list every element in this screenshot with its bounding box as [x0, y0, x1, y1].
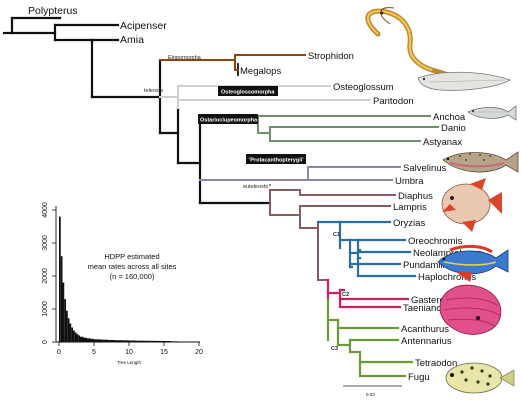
taxon-gasterosteus: Gasterosteus: [411, 295, 468, 306]
histogram-bar: [164, 341, 171, 342]
clade-label-osteoglossomorpha: Osteoglossomorpha: [221, 90, 275, 96]
eel-illustration: [365, 7, 453, 79]
x-tick-label-15: 15: [160, 349, 168, 356]
y-tick-label-0: 0: [42, 340, 49, 344]
taxon-danio: Danio: [441, 123, 466, 134]
histogram-bar: [59, 216, 61, 342]
x-tick-label-5: 5: [92, 349, 96, 356]
histogram-bar: [74, 332, 77, 342]
taxon-oryzias: Oryzias: [393, 218, 425, 229]
taxon-megalops: Megalops: [240, 66, 281, 77]
y-tick-label-3000: 3000: [42, 235, 49, 251]
clade-label-ostarioclupeomorpha: Ostarioclupeomorpha: [200, 118, 258, 124]
clade-labels: teleosts Elopomorpha Osteoglossomorpha O…: [144, 55, 349, 352]
y-tick-label-4000: 4000: [42, 202, 49, 218]
clade-label-euteleosts: euteleosts: [243, 184, 268, 190]
taxon-salvelinus: Salvelinus: [403, 163, 447, 174]
tree-branches: [2, 16, 439, 378]
taxon-labels: Polypterus Acipenser Amia Strophidon Meg…: [28, 5, 482, 383]
inset-histogram: 0 1000 2000 3000 4000 0 5 10 15 20 Tree …: [42, 202, 203, 365]
histogram-bar: [157, 340, 164, 342]
taxon-polypterus: Polypterus: [28, 5, 78, 17]
histogram-bar: [73, 330, 75, 342]
y-tick-label-2000: 2000: [42, 268, 49, 284]
scale-bar-label: 0.03: [366, 392, 375, 397]
histogram-bar: [94, 339, 101, 342]
taxon-astyanax: Astyanax: [423, 137, 462, 148]
protacanthopterygii-box: [246, 154, 306, 164]
histogram-bar: [129, 340, 136, 342]
histogram-bar: [64, 299, 66, 342]
x-ticks: [58, 342, 200, 346]
clade-label-c3: C3: [331, 346, 338, 352]
taxon-taenianotus: Taenianotus: [403, 303, 454, 314]
annotation-line-1: HDPP estimated: [104, 252, 159, 261]
annotation-line-3: (n = 160,000): [110, 272, 155, 281]
taxon-strophidon: Strophidon: [308, 51, 354, 62]
clade-label-elopomorpha: Elopomorpha: [168, 55, 202, 61]
histogram-bar: [76, 334, 79, 342]
taxon-diaphus: Diaphus: [398, 191, 433, 202]
knifefish-illustration: [417, 71, 511, 91]
pufferfish-illustration: [445, 362, 515, 394]
histogram-bar: [108, 340, 115, 342]
ostarioclupeomorpha-box: [198, 114, 258, 124]
y-tick-label-1000: 1000: [42, 301, 49, 317]
annotation-line-2: mean rates across all sites: [88, 262, 177, 271]
clade-label-protacanthopterygii: 'Protacanthopterygii': [249, 158, 304, 164]
x-tick-label-0: 0: [57, 349, 61, 356]
taxon-fugu: Fugu: [408, 372, 430, 383]
taxon-umbra: Umbra: [395, 176, 424, 187]
clade-label-c2: C2: [342, 292, 349, 298]
taxon-lampris: Lampris: [393, 202, 427, 213]
taxon-osteoglossum: Osteoglossum: [333, 82, 394, 93]
taxon-acanthurus: Acanthurus: [401, 324, 449, 335]
histogram-bar: [66, 310, 68, 342]
histogram-bar: [67, 318, 70, 342]
taxon-anchoa: Anchoa: [433, 112, 466, 123]
y-tick-labels: 0 1000 2000 3000 4000: [42, 202, 49, 344]
taxon-oreochromis: Oreochromis: [408, 236, 463, 247]
taxon-tetraodon: Tetraodon: [415, 358, 457, 369]
histogram-bar: [62, 282, 65, 342]
histogram-bar: [90, 338, 94, 342]
taxon-acipenser: Acipenser: [120, 20, 167, 32]
histogram-bar: [171, 341, 178, 342]
cichlid-illustration: [437, 244, 509, 282]
histogram-bar: [150, 340, 157, 342]
taxon-antennarius: Antennarius: [401, 336, 452, 347]
x-tick-label-20: 20: [195, 349, 203, 356]
histogram-bar: [143, 340, 150, 342]
clade-label-teleosts: teleosts: [144, 88, 163, 94]
histogram-bar: [71, 327, 73, 342]
anchovy-illustration: [467, 105, 517, 121]
x-axis-label: Tree Length: [117, 360, 142, 365]
histogram-bar: [87, 338, 91, 342]
histogram-bar: [69, 323, 72, 342]
histogram-bar: [136, 340, 143, 342]
scorpionfish-illustration: [439, 284, 502, 335]
histogram-bar: [115, 340, 122, 342]
scale-bar: 0.03: [343, 385, 402, 397]
x-tick-labels: 0 5 10 15 20: [57, 349, 203, 356]
taxon-pantodon: Pantodon: [373, 96, 414, 107]
histogram-bars: [59, 216, 178, 342]
histogram-bar: [83, 337, 87, 342]
taxon-pundamilia: Pundamilia: [403, 260, 451, 271]
taxon-amia: Amia: [120, 34, 144, 46]
clade-label-c1: C1: [333, 232, 340, 238]
taxon-haplochromis: Haplochromis: [418, 272, 476, 283]
histogram-bar: [80, 336, 84, 342]
histogram-bar: [60, 256, 63, 342]
opah-illustration: [441, 178, 502, 232]
histogram-bar: [78, 335, 80, 342]
x-tick-label-10: 10: [125, 349, 133, 356]
histogram-bar: [101, 339, 108, 342]
taxon-neolamprologus: Neolamprologus: [413, 248, 482, 259]
histogram-bar: [122, 340, 129, 342]
trout-illustration: [442, 151, 519, 173]
y-ticks: [52, 209, 56, 343]
osteoglossomorpha-box: [218, 86, 278, 96]
